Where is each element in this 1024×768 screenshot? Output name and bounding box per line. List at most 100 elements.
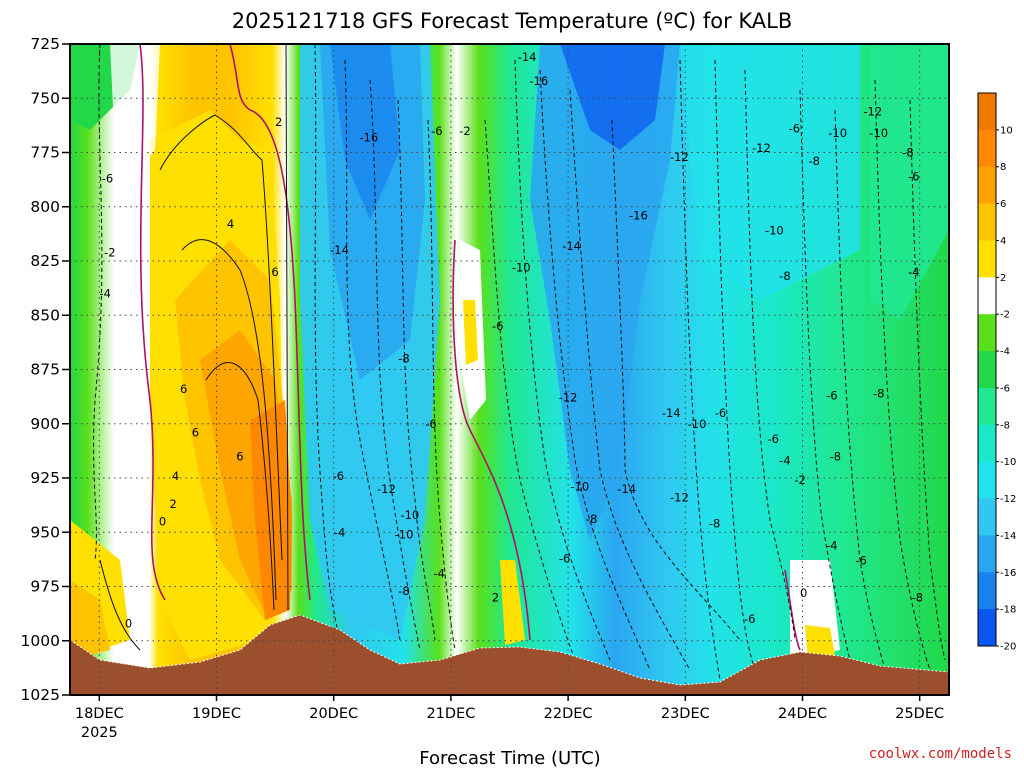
gridlines (70, 44, 949, 695)
contour-label: -6 (559, 551, 570, 565)
y-tick-label: 900 (30, 415, 60, 433)
colorbar-swatch (978, 535, 996, 573)
contour-labels: -6-2-40024666462-16-14-8-6-6-12-10-10-4-… (99, 50, 923, 630)
y-tick-label: 775 (30, 144, 60, 162)
colorbar-label: 2 (1000, 273, 1006, 284)
x-axis: 18DEC 19DEC 20DEC 21DEC 22DEC 23DEC 24DEC 25DEC… (75, 695, 944, 741)
x-tick-label: 19DEC (192, 706, 241, 722)
terrain (70, 614, 949, 695)
colorbar-swatch (978, 203, 996, 241)
contour-label: 2 (169, 497, 176, 511)
contour-label: -8 (586, 512, 597, 526)
y-tick-label: 850 (30, 306, 60, 324)
x-tick-year: 2025 (81, 725, 118, 741)
contour-label: -16 (529, 74, 548, 88)
colorbar-label: -12 (1000, 494, 1016, 505)
colorbar-swatch (978, 387, 996, 426)
contour-label: 0 (159, 514, 166, 528)
contour-label: -4 (99, 287, 110, 301)
x-axis-label: Forecast Time (UTC) (419, 748, 600, 768)
colorbar-swatch (978, 277, 996, 315)
contour-label: -10 (869, 126, 888, 140)
colorbar-label: 8 (1000, 162, 1006, 173)
contour-label: -8 (902, 146, 913, 160)
y-tick-label: 925 (30, 469, 60, 487)
contour-label: -6 (492, 319, 503, 333)
y-tick-label: 800 (30, 198, 60, 216)
x-tick-label: 18DEC (75, 706, 124, 722)
colorbar-swatch (978, 351, 996, 389)
contour-label: 4 (227, 217, 234, 231)
contour-label: -6 (425, 417, 436, 431)
colorbar-swatch (978, 129, 996, 168)
colorbar-swatch (978, 498, 996, 536)
contour-label: 0 (125, 616, 132, 630)
colorbar-label: -6 (1000, 383, 1010, 394)
contour-label: -14 (562, 239, 581, 253)
contour-label: -12 (863, 104, 882, 118)
colorbar-label: -14 (1000, 531, 1016, 542)
contour-label: -16 (359, 130, 378, 144)
colorbar-label: 4 (1000, 236, 1006, 247)
colorbar-swatch (978, 240, 996, 278)
colorbar-label: -10 (1000, 457, 1016, 468)
colorbar-frame (977, 92, 997, 647)
contour-label: 4 (172, 469, 179, 483)
y-tick-label: 825 (30, 252, 60, 270)
contour-label: -8 (709, 517, 720, 531)
colorbar-swatch (978, 572, 996, 610)
contour-label: 2 (275, 115, 282, 129)
contour-label: -10 (828, 126, 847, 140)
contour-label: -6 (826, 389, 837, 403)
contour-label: -4 (334, 525, 345, 539)
contour-label: -12 (559, 391, 578, 405)
y-axis: 725 750 775 800 825 850 875 900 925 950 975 1000 102… (21, 35, 70, 704)
colorbar-label: -16 (1000, 568, 1016, 579)
colorbar-swatch (978, 93, 996, 131)
colorbar-label: 6 (1000, 199, 1006, 210)
contour-label: -14 (662, 406, 681, 420)
contour-label: -10 (570, 480, 589, 494)
contour-label: -8 (808, 154, 819, 168)
y-tick-label: 1000 (21, 632, 60, 650)
colorbar-label: 10 (1000, 125, 1013, 136)
colorbar-swatch (978, 314, 996, 352)
contour-label: -12 (752, 141, 771, 155)
colorbar-swatch (978, 461, 996, 500)
contour-label: 6 (271, 265, 278, 279)
contour-label: -6 (908, 169, 919, 183)
contour-label: -14 (617, 482, 636, 496)
contour-label: -12 (670, 150, 689, 164)
colorbar-label: -18 (1000, 605, 1016, 616)
contour-label: -6 (744, 612, 755, 626)
colorbar-label: -20 (1000, 642, 1016, 653)
contour-label: -6 (431, 124, 442, 138)
contour-label: -16 (629, 208, 648, 222)
y-tick-label: 950 (30, 523, 60, 541)
contour-label: -12 (670, 491, 689, 505)
x-tick-label: 24DEC (778, 706, 827, 722)
contour-label: -8 (873, 386, 884, 400)
x-tick-label: 20DEC (309, 706, 358, 722)
colorbar-swatch (978, 609, 996, 647)
contour-label: -4 (433, 566, 444, 580)
contour-label: -4 (826, 538, 837, 552)
contour-label: -10 (512, 261, 531, 275)
colorbar-label: -2 (1000, 310, 1010, 321)
colorbar-label: -8 (1000, 420, 1010, 431)
x-tick-label: 23DEC (661, 706, 710, 722)
y-tick-label: 1025 (21, 686, 60, 704)
contour-label: -10 (395, 527, 414, 541)
contour-label: -6 (715, 406, 726, 420)
x-tick-label: 21DEC (426, 706, 475, 722)
y-tick-label: 725 (30, 35, 60, 53)
colorbar-swatch (978, 424, 996, 463)
contour-label: -8 (830, 449, 841, 463)
contour-label: -4 (779, 454, 790, 468)
contour-label: -6 (789, 122, 800, 136)
credit-link[interactable]: coolwx.com/models (869, 746, 1012, 762)
contour-label: -14 (330, 243, 349, 257)
contour-label: -10 (400, 508, 419, 522)
